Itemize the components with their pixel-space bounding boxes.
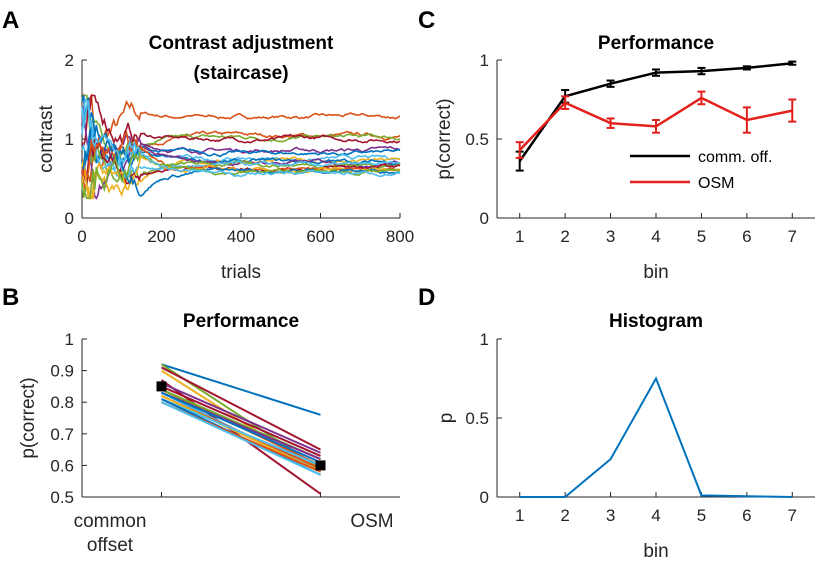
y-tick-label-a: 1 bbox=[65, 130, 74, 149]
y-axis-label-c: p(correct) bbox=[434, 98, 455, 179]
panel-b: B Performance 0.5 0.6 0.7 0.8 0.9 1 common of… bbox=[2, 284, 400, 556]
histogram-line bbox=[519, 376, 793, 498]
subject-line bbox=[161, 385, 321, 457]
x-tick-label-a: 200 bbox=[147, 227, 175, 246]
panel-c: C Performance 0 0.5 1 1 2 3 4 5 6 7 bin p(correct… bbox=[418, 7, 815, 283]
x-axis-label-a: trials bbox=[221, 262, 261, 283]
chart-title-a-line1: Contrast adjustment bbox=[149, 33, 334, 54]
subject-line bbox=[161, 382, 321, 454]
mean-marker bbox=[156, 381, 167, 392]
y-tick-label-b: 0.7 bbox=[50, 425, 74, 444]
x-tick-label-c: 1 bbox=[515, 227, 524, 246]
staircase-trace bbox=[81, 123, 400, 198]
chart-title-d: Histogram bbox=[609, 311, 703, 332]
x-tick-label-d: 4 bbox=[651, 506, 660, 525]
subject-line bbox=[161, 366, 321, 451]
panel-label-b: B bbox=[2, 284, 19, 311]
staircase-trace bbox=[81, 94, 401, 148]
staircase-trace bbox=[81, 97, 401, 178]
panel-d: D Histogram 0 0.5 1 1 2 3 4 5 6 7 bin p bbox=[418, 284, 815, 562]
y-tick-label-a: 0 bbox=[65, 209, 74, 228]
y-tick-label-a: 2 bbox=[65, 51, 74, 70]
subject-line bbox=[161, 363, 321, 416]
y-tick-label-c: 0 bbox=[480, 209, 489, 228]
staircase-trace bbox=[81, 100, 401, 171]
y-tick-label-b: 0.9 bbox=[50, 362, 74, 381]
plot-area-b: 0.5 0.6 0.7 0.8 0.9 1 bbox=[50, 330, 400, 507]
x-tick-label-c: 3 bbox=[606, 227, 615, 246]
y-tick-label-b: 0.8 bbox=[50, 393, 74, 412]
x-tick-label-c: 4 bbox=[651, 227, 660, 246]
subject-line bbox=[161, 398, 321, 467]
x-tick-label-d: 6 bbox=[742, 506, 751, 525]
x-tick-label-osm: OSM bbox=[350, 511, 393, 532]
y-axis-label-b: p(correct) bbox=[18, 377, 39, 458]
x-axis-label-c: bin bbox=[643, 262, 668, 283]
panel-a: A Contrast adjustment (staircase) 0 1 2 0 20… bbox=[2, 7, 414, 283]
y-tick-label-d: 1 bbox=[480, 330, 489, 349]
x-tick-label-a: 800 bbox=[386, 227, 414, 246]
plot-area-c: 0 0.5 1 1 2 3 4 5 6 7 bbox=[465, 51, 815, 246]
chart-title-b: Performance bbox=[183, 311, 299, 332]
y-axis-label-a: contrast bbox=[36, 104, 57, 172]
chart-title-c: Performance bbox=[598, 33, 714, 54]
y-axis-label-d: p bbox=[436, 413, 457, 424]
x-tick-label-d: 1 bbox=[515, 506, 524, 525]
y-tick-label-b: 0.5 bbox=[50, 488, 74, 507]
x-tick-label-c: 5 bbox=[697, 227, 706, 246]
x-tick-label-d: 2 bbox=[560, 506, 569, 525]
legend-label-comm-off: comm. off. bbox=[698, 149, 772, 166]
plot-area-a: 0 1 2 0 200 400 600 800 bbox=[65, 51, 415, 246]
x-tick-label-c: 7 bbox=[788, 227, 797, 246]
chart-title-a-line2: (staircase) bbox=[193, 63, 288, 84]
y-tick-label-d: 0.5 bbox=[465, 409, 489, 428]
x-tick-label-offset: offset bbox=[87, 535, 134, 556]
panel-label-c: C bbox=[418, 7, 435, 34]
x-tick-label-common: common bbox=[74, 511, 147, 532]
subject-line bbox=[161, 401, 321, 476]
legend-c: comm. off. OSM bbox=[622, 142, 794, 198]
y-tick-label-b: 0.6 bbox=[50, 456, 74, 475]
y-tick-label-c: 0.5 bbox=[465, 130, 489, 149]
legend-box-c bbox=[622, 142, 794, 198]
panel-label-d: D bbox=[418, 284, 435, 311]
x-tick-label-c: 2 bbox=[560, 227, 569, 246]
x-tick-label-a: 400 bbox=[227, 227, 255, 246]
staircase-trace bbox=[81, 99, 401, 192]
subject-line bbox=[161, 391, 321, 464]
x-tick-label-a: 600 bbox=[306, 227, 334, 246]
legend-label-osm: OSM bbox=[698, 175, 734, 192]
x-axis-label-d: bin bbox=[643, 541, 668, 562]
x-tick-label-d: 3 bbox=[606, 506, 615, 525]
x-tick-label-d: 5 bbox=[697, 506, 706, 525]
x-tick-label-a: 0 bbox=[77, 227, 86, 246]
x-tick-label-d: 7 bbox=[788, 506, 797, 525]
y-tick-label-c: 1 bbox=[480, 51, 489, 70]
y-tick-label-d: 0 bbox=[480, 488, 489, 507]
plot-area-d: 0 0.5 1 1 2 3 4 5 6 7 bbox=[465, 330, 815, 525]
x-tick-label-c: 6 bbox=[742, 227, 751, 246]
y-tick-label-b: 1 bbox=[65, 330, 74, 349]
mean-marker bbox=[315, 460, 326, 471]
panel-label-a: A bbox=[2, 7, 19, 34]
